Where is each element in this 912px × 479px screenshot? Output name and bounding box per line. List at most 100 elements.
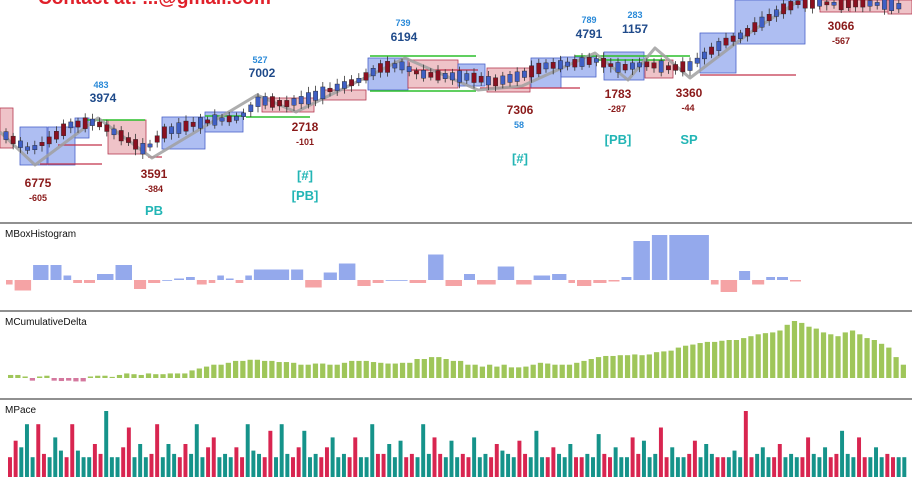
histogram-bar-negative: [84, 280, 95, 283]
bearish-candle: [284, 100, 290, 107]
cumdelta-bar-positive: [102, 375, 108, 378]
pace-bar-teal: [251, 450, 256, 477]
pace-bar-red: [177, 457, 182, 477]
cumdelta-bar-positive: [44, 375, 50, 378]
pace-bar-red: [743, 411, 748, 477]
cumdelta-bar-positive: [349, 360, 355, 378]
swing-volume-label: 6775: [25, 176, 52, 190]
pace-bar-red: [70, 424, 75, 477]
pace-bar-teal: [455, 457, 460, 477]
swing-delta-label: 483: [93, 80, 108, 90]
bearish-candle: [651, 62, 657, 69]
bullish-candle: [831, 1, 837, 6]
bearish-candle: [601, 58, 607, 68]
bullish-candle: [500, 75, 506, 85]
cumdelta-bar-positive: [95, 375, 101, 378]
bullish-candle: [342, 81, 347, 89]
cumdelta-bar-positive: [886, 347, 892, 378]
cumdelta-bar-positive: [595, 357, 602, 378]
pace-bar-teal: [279, 424, 284, 477]
pace-bar-red: [885, 453, 890, 477]
cumdelta-bar-positive: [668, 350, 674, 378]
cumdelta-bar-positive: [849, 330, 856, 378]
cumdelta-bar-positive: [341, 362, 348, 378]
cumdelta-bar-positive: [828, 334, 834, 378]
histogram-bar-positive: [162, 280, 173, 281]
cumdelta-bar-positive: [428, 357, 435, 378]
bearish-candle: [190, 121, 196, 127]
bullish-candle: [291, 98, 297, 106]
pace-bar-red: [149, 453, 154, 477]
histogram-bar-negative: [305, 280, 322, 288]
histogram-bar-negative: [134, 280, 147, 289]
histogram-bar-negative: [577, 280, 592, 286]
histogram-bar-negative: [6, 280, 13, 285]
pace-bar-teal: [47, 457, 52, 477]
bearish-candle: [205, 119, 210, 124]
cumdelta-bar-positive: [697, 343, 703, 378]
bullish-candle: [658, 60, 664, 73]
bearish-candle: [529, 65, 535, 78]
pace-bar-teal: [851, 457, 856, 477]
bullish-candle: [442, 73, 448, 79]
bullish-candle: [370, 68, 376, 77]
pace-bar-teal: [387, 444, 392, 477]
cumdelta-bar-positive: [436, 357, 442, 378]
pace-bar-teal: [534, 430, 539, 477]
pace-bar-red: [658, 427, 663, 477]
bullish-candle: [140, 143, 146, 155]
pace-bar-teal: [845, 453, 850, 477]
pace-bar-red: [409, 453, 414, 477]
cumdelta-bar-positive: [276, 362, 282, 378]
pace-bar-red: [375, 453, 380, 477]
swing-volume-label: 4791: [576, 27, 603, 41]
pattern-tag: [PB]: [292, 188, 319, 203]
bullish-candle: [68, 121, 74, 129]
bearish-candle: [39, 142, 45, 146]
bearish-candle: [378, 63, 383, 73]
pace-bar-teal: [472, 437, 477, 477]
cumdelta-bar-positive: [240, 360, 246, 378]
cumdelta-bar-positive: [385, 363, 391, 378]
pace-bar-teal: [896, 457, 901, 477]
bullish-candle: [874, 2, 880, 6]
bullish-candle: [241, 112, 246, 117]
pace-bar-red: [551, 447, 556, 477]
cumdelta-bar-positive: [334, 364, 340, 378]
pace-panel-title: MPace: [5, 405, 37, 416]
bullish-candle: [421, 70, 426, 79]
pace-bar-teal: [817, 457, 822, 477]
swing-delta-label: -567: [832, 36, 850, 46]
bearish-candle: [10, 135, 16, 144]
swing-volume-label: 6194: [391, 30, 418, 44]
histogram-bar-negative: [568, 280, 575, 283]
cumdelta-bar-positive: [516, 367, 522, 378]
pace-bar-red: [234, 447, 239, 477]
histogram-bar-positive: [323, 272, 337, 280]
cumdelta-bar-positive: [653, 352, 660, 378]
cumdelta-bar-positive: [22, 376, 28, 378]
cumdelta-bar-positive: [733, 340, 740, 378]
pace-bar-red: [828, 457, 833, 477]
swing-volume-label: 1783: [605, 87, 632, 101]
pace-bar-teal: [274, 457, 278, 477]
cumdelta-bar-positive: [399, 362, 406, 378]
cumdelta-bar-positive: [414, 359, 420, 378]
cumdelta-bar-positive: [704, 341, 710, 378]
bearish-candle: [46, 136, 52, 145]
bearish-candle: [824, 1, 830, 6]
pace-bar-red: [262, 457, 267, 477]
cumdelta-bar-positive: [320, 363, 326, 378]
histogram-bar-negative: [477, 280, 496, 285]
cumdelta-bar-positive: [799, 322, 805, 378]
cumdelta-bar-positive: [712, 341, 718, 378]
cumdelta-bar-positive: [581, 360, 587, 378]
bullish-candle: [176, 122, 182, 134]
swing-delta-label: 789: [581, 15, 596, 25]
histogram-bar-positive: [253, 269, 290, 280]
bearish-candle: [349, 79, 354, 87]
cumdelta-bar-positive: [566, 364, 573, 378]
pace-bar-teal: [53, 437, 58, 477]
pace-bar-teal: [653, 453, 658, 477]
bullish-candle: [406, 66, 412, 72]
